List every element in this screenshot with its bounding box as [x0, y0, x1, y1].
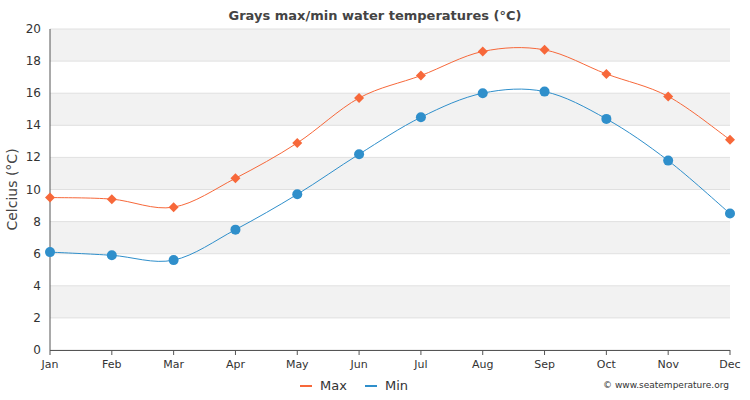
grid-line: [50, 93, 730, 94]
series-line: [50, 89, 730, 261]
y-tick-label: 8: [33, 215, 41, 229]
x-tick-label: Nov: [657, 358, 679, 371]
x-tick-label: Oct: [597, 358, 617, 371]
grid-line: [50, 157, 730, 158]
series-line: [50, 48, 730, 208]
grid-band: [50, 286, 730, 318]
x-tick: [606, 350, 607, 355]
x-tick: [173, 350, 174, 355]
x-tick-label: Aug: [472, 358, 493, 371]
point: [354, 149, 364, 159]
plot-area: [45, 45, 735, 265]
point: [540, 45, 550, 55]
x-tick-label: Sep: [534, 358, 555, 371]
y-tick-label: 20: [26, 22, 41, 36]
y-axis-label: Celcius (°C): [4, 148, 20, 230]
y-axis: [50, 29, 51, 350]
x-tick-label: Mar: [163, 358, 184, 371]
y-tick-label: 12: [26, 150, 41, 164]
grid-line: [50, 61, 730, 62]
point: [478, 88, 488, 98]
x-tick: [544, 350, 545, 355]
x-tick-label: May: [286, 358, 309, 371]
legend-swatch: [300, 385, 312, 387]
x-axis: [50, 350, 730, 351]
grid-line: [50, 285, 730, 286]
x-tick: [668, 350, 669, 355]
point: [416, 71, 426, 81]
point: [45, 193, 55, 203]
grid-line: [50, 221, 730, 222]
annotation: © www.seatemperature.org: [603, 380, 729, 390]
x-tick-label: Jan: [41, 358, 59, 371]
grid-line: [50, 125, 730, 126]
legend: Max Min: [300, 378, 408, 393]
point: [601, 114, 611, 124]
x-tick: [111, 350, 112, 355]
grid-band: [50, 222, 730, 254]
point: [45, 247, 55, 257]
point: [230, 173, 240, 183]
x-tick-label: Jul: [413, 358, 427, 371]
x-tick: [420, 350, 421, 355]
x-tick-label: Apr: [226, 358, 246, 371]
point: [416, 112, 426, 122]
x-tick-label: Dec: [719, 358, 740, 371]
point: [292, 189, 302, 199]
point: [725, 209, 735, 219]
x-tick: [235, 350, 236, 355]
point: [601, 69, 611, 79]
x-tick-label: Jun: [349, 358, 367, 371]
x-tick: [730, 350, 731, 355]
y-tick-label: 14: [26, 118, 41, 132]
point: [292, 138, 302, 148]
point: [107, 250, 117, 260]
grid-line: [50, 317, 730, 318]
grid-band: [50, 157, 730, 189]
grid-line: [50, 189, 730, 190]
point: [107, 194, 117, 204]
legend-label: Min: [385, 378, 408, 393]
x-tick-label: Feb: [102, 358, 121, 371]
y-tick-label: 4: [33, 279, 41, 293]
x-tick: [297, 350, 298, 355]
x-tick: [359, 350, 360, 355]
legend-swatch: [365, 385, 377, 387]
x-tick: [50, 350, 51, 355]
legend-label: Max: [320, 378, 347, 393]
y-tick-label: 16: [26, 86, 41, 100]
y-tick-label: 0: [33, 343, 41, 357]
grid-band: [50, 29, 730, 61]
y-tick-label: 6: [33, 247, 41, 261]
point: [169, 255, 179, 265]
x-tick: [482, 350, 483, 355]
grid-line: [50, 29, 730, 30]
point: [230, 225, 240, 235]
title: Grays max/min water temperatures (°C): [229, 8, 522, 23]
y-tick-label: 2: [33, 311, 41, 325]
point: [663, 156, 673, 166]
point: [540, 87, 550, 97]
point: [663, 91, 673, 101]
point: [478, 46, 488, 56]
grid-line: [50, 350, 730, 351]
point: [725, 135, 735, 145]
grid-line: [50, 253, 730, 254]
point: [169, 202, 179, 212]
y-tick-label: 18: [26, 54, 41, 68]
chart: 0 2 4 6 8 10 12 14 16 18 20 Jan Feb Mar Apr May Jun Jul Au…: [0, 0, 750, 400]
y-tick-label: 10: [26, 183, 41, 197]
point: [354, 93, 364, 103]
grid-band: [50, 93, 730, 125]
